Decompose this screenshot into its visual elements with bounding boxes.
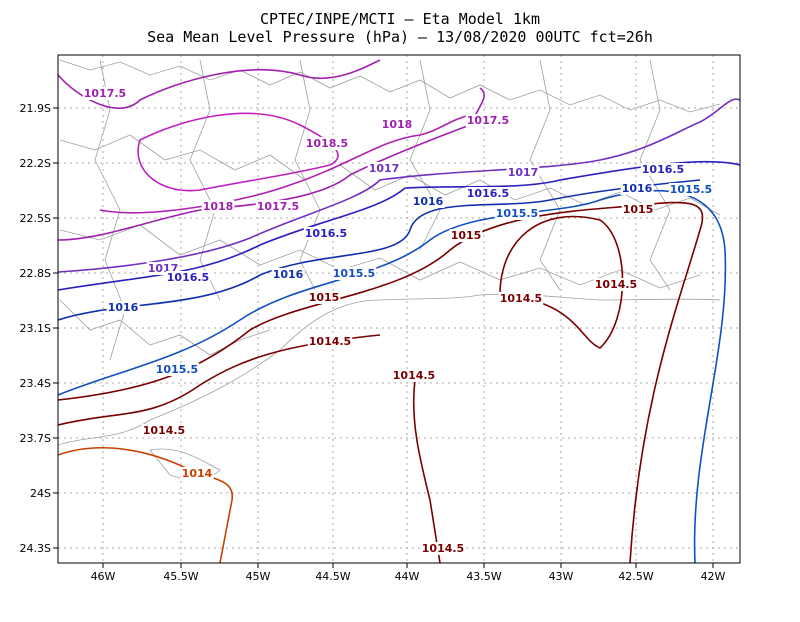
lon-label: 46W [91, 570, 116, 583]
contour-label: 1015 [623, 203, 654, 216]
contour-label: 1017.5 [84, 87, 126, 100]
label-bg [380, 118, 414, 131]
contour-line [412, 379, 441, 564]
contour-label: 1016 [413, 195, 444, 208]
lat-label: 23.7S [20, 432, 51, 445]
contour-label: 1017 [508, 166, 539, 179]
label-bg [465, 187, 511, 200]
label-bg [255, 200, 301, 213]
title: CPTEC/INPE/MCTI – Eta Model 1km [260, 10, 540, 28]
contour-label: 1014.5 [309, 335, 351, 348]
contour-label: 1014 [182, 467, 213, 480]
contour-line [57, 334, 381, 426]
label-bg [304, 137, 350, 150]
contour-label: 1015.5 [156, 363, 198, 376]
contour-label: 1015.5 [333, 267, 375, 280]
contour-label: 1016.5 [642, 163, 684, 176]
lat-label: 22.8S [20, 267, 51, 280]
label-bg [420, 542, 466, 555]
label-bg [391, 369, 437, 382]
contour-line [57, 160, 741, 291]
label-bg [621, 203, 655, 216]
contour-label: 1014.5 [393, 369, 435, 382]
label-bg [494, 207, 540, 220]
lat-label: 22.2S [20, 157, 51, 170]
label-bg [165, 271, 211, 284]
label-bg [106, 301, 140, 314]
contour-label: 1017 [369, 162, 400, 175]
lon-label: 44.5W [315, 570, 350, 583]
label-bg [498, 292, 544, 305]
contour-line [57, 98, 741, 273]
label-bg [180, 467, 214, 480]
contour-label: 1018 [382, 118, 413, 131]
contour-label: 1018.5 [306, 137, 348, 150]
label-bg [201, 200, 235, 213]
label-bg [154, 363, 200, 376]
contour-label: 1015 [309, 291, 340, 304]
lon-label: 43.5W [466, 570, 501, 583]
contour-line [57, 179, 701, 321]
label-bg [640, 163, 686, 176]
label-bg [411, 195, 445, 208]
label-bg [271, 268, 305, 281]
label-bg [506, 166, 540, 179]
plot-area: 1017.5 1018.5 1018 1017.5 1017 1017 1016.5 1016… [53, 54, 741, 568]
contour-label: 1016 [108, 301, 139, 314]
contour-label: 1016 [273, 268, 304, 281]
contour-line [499, 215, 624, 349]
contour-label: 1016 [622, 182, 653, 195]
lon-label: 45.5W [163, 570, 198, 583]
contour-label: 1016.5 [305, 227, 347, 240]
contour-label: 1017.5 [467, 114, 509, 127]
label-bg [449, 229, 483, 242]
lat-label: 21.9S [20, 102, 51, 115]
contour-label: 1015.5 [670, 183, 712, 196]
subtitle: Sea Mean Level Pressure (hPa) – 13/08/20… [147, 28, 653, 46]
label-bg [82, 87, 128, 100]
lat-label: 23.4S [20, 377, 51, 390]
label-bg [307, 335, 353, 348]
contour-label: 1016.5 [467, 187, 509, 200]
contour-line [57, 59, 381, 109]
label-bg [593, 278, 639, 291]
label-bg [307, 291, 341, 304]
contour-label: 1018 [203, 200, 234, 213]
label-bg [367, 162, 401, 175]
contour-line [99, 114, 471, 214]
contour-label: 1014.5 [500, 292, 542, 305]
lat-label: 24S [30, 487, 51, 500]
label-bg [141, 424, 187, 437]
label-bg [331, 267, 377, 280]
lon-label: 44W [395, 570, 420, 583]
contour-line [137, 112, 339, 192]
label-bg [465, 114, 511, 127]
lat-label: 23.1S [20, 322, 51, 335]
label-bg [303, 227, 349, 240]
frame [57, 54, 741, 564]
lon-label: 42.5W [618, 570, 653, 583]
lon-label: 45W [246, 570, 271, 583]
contour-label: 1014.5 [422, 542, 464, 555]
contours: 1017.5 1018.5 1018 1017.5 1017 1017 1016.5 1016… [57, 59, 741, 564]
contour-label: 1014.5 [595, 278, 637, 291]
lat-label: 24.3S [20, 542, 51, 555]
lat-label: 22.5S [20, 212, 51, 225]
lon-label: 42W [701, 570, 726, 583]
contour-label: 1015 [451, 229, 482, 242]
contour-label: 1017.5 [257, 200, 299, 213]
contour-line [57, 201, 704, 564]
lon-label: 43W [549, 570, 574, 583]
label-bg [620, 182, 654, 195]
contour-label: 1014.5 [143, 424, 185, 437]
label-bg [668, 183, 714, 196]
contour-label: 1015.5 [496, 207, 538, 220]
contour-label: 1016.5 [167, 271, 209, 284]
